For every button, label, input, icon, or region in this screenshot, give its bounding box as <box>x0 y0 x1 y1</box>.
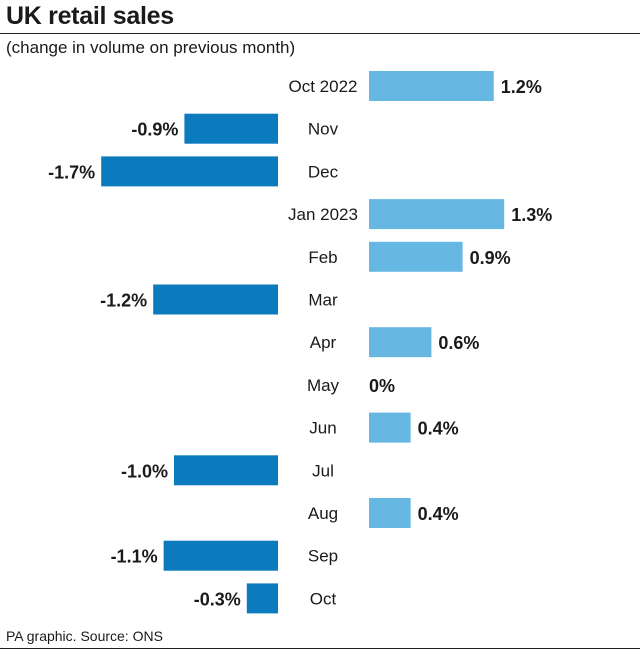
category-label: Jun <box>309 419 336 438</box>
chart-subtitle: (change in volume on previous month) <box>6 38 296 57</box>
value-label: 1.3% <box>511 205 552 225</box>
value-label: 0.4% <box>418 504 459 524</box>
value-label: -1.0% <box>121 461 168 481</box>
category-label: Nov <box>308 120 339 139</box>
value-label: 0% <box>369 376 395 396</box>
bar-negative <box>101 156 278 187</box>
bar-negative <box>174 455 278 486</box>
category-label: Jul <box>312 461 334 480</box>
value-label: 0.6% <box>438 333 479 353</box>
bar-positive <box>369 412 411 443</box>
bottom-rule <box>0 648 640 649</box>
bar-positive <box>369 241 463 272</box>
bar-negative <box>246 583 278 614</box>
category-label: Oct 2022 <box>289 77 358 96</box>
value-label: -0.3% <box>194 589 241 609</box>
category-label: Jan 2023 <box>288 205 358 224</box>
value-label: -1.1% <box>111 547 158 567</box>
category-label: Apr <box>310 333 337 352</box>
value-label: -0.9% <box>131 120 178 140</box>
bar-positive <box>369 71 494 101</box>
bar-negative <box>184 113 278 144</box>
category-label: Mar <box>308 291 338 310</box>
category-label: Dec <box>308 162 339 181</box>
value-label: -1.2% <box>100 291 147 311</box>
value-label: 0.4% <box>418 419 459 439</box>
category-label: Feb <box>308 248 337 267</box>
bar-negative <box>153 284 278 315</box>
category-label: May <box>307 376 340 395</box>
category-label: Aug <box>308 504 338 523</box>
bar-positive <box>369 199 505 230</box>
source-note: PA graphic. Source: ONS <box>6 628 163 644</box>
value-label: 0.9% <box>470 248 511 268</box>
category-label: Oct <box>310 589 337 608</box>
category-label: Sep <box>308 547 338 566</box>
bar-negative <box>163 540 278 571</box>
bar-positive <box>369 327 432 358</box>
title-rule <box>0 33 640 34</box>
value-label: 1.2% <box>501 77 542 97</box>
bar-positive <box>369 498 411 528</box>
value-label: -1.7% <box>48 162 95 182</box>
chart-title: UK retail sales <box>6 2 174 30</box>
